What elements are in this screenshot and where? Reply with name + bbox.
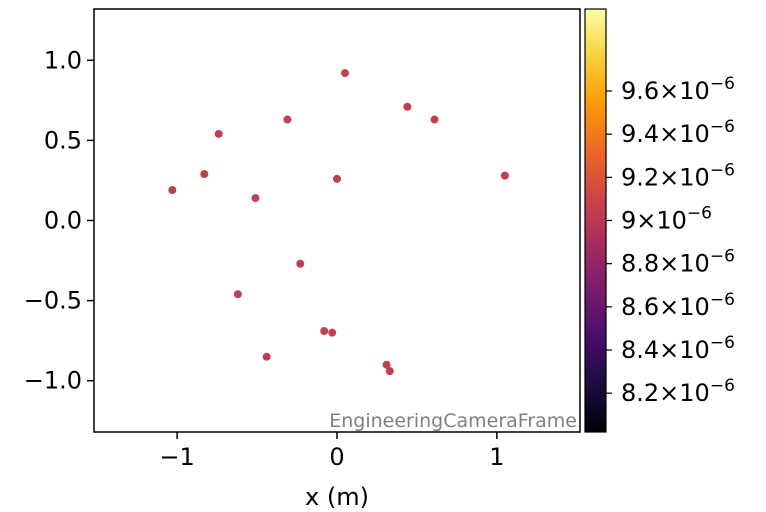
y-tick-label: −0.5 bbox=[24, 287, 82, 315]
data-point-2 bbox=[430, 115, 439, 124]
y-tick-label: 0.0 bbox=[44, 207, 82, 235]
data-point-13 bbox=[328, 328, 337, 337]
data-point-5 bbox=[200, 170, 209, 179]
data-point-3 bbox=[283, 115, 292, 124]
x-tick-label: 1 bbox=[489, 443, 504, 471]
data-point-4 bbox=[214, 129, 223, 138]
plot-frame bbox=[93, 8, 581, 433]
y-axis-ticks: −1.0 −0.5 0.0 0.5 1.0 bbox=[24, 46, 94, 395]
data-point-14 bbox=[262, 352, 271, 361]
data-point-11 bbox=[233, 290, 242, 299]
data-point-16 bbox=[385, 367, 394, 376]
frame-annotation: EngineeringCameraFrame bbox=[329, 410, 577, 432]
colorbar-tick-label: 8.2×10−6 bbox=[621, 376, 735, 407]
data-point-15 bbox=[382, 360, 391, 369]
y-tick-label: −1.0 bbox=[24, 367, 82, 395]
x-tick-label: 0 bbox=[329, 443, 344, 471]
data-point-0 bbox=[340, 69, 349, 78]
colorbar-tick-label: 8.8×10−6 bbox=[621, 247, 735, 278]
colorbar-ticks: 8.2×10−6 8.4×10−6 8.6×10−6 8.8×10−6 9×10−6 9.… bbox=[606, 74, 735, 407]
colorbar-tick-label: 8.6×10−6 bbox=[621, 290, 735, 321]
scatter-points bbox=[168, 69, 509, 376]
data-point-1 bbox=[403, 102, 412, 111]
data-point-6 bbox=[500, 171, 509, 180]
data-point-9 bbox=[251, 194, 260, 203]
data-point-8 bbox=[168, 186, 177, 195]
data-point-10 bbox=[296, 259, 305, 268]
colorbar-tick-label: 9.2×10−6 bbox=[621, 160, 735, 191]
colorbar-tick-label: 9.4×10−6 bbox=[621, 117, 735, 148]
x-tick-label: −1 bbox=[159, 443, 194, 471]
data-point-12 bbox=[320, 327, 329, 336]
colorbar-tick-label: 8.4×10−6 bbox=[621, 333, 735, 364]
colorbar bbox=[584, 8, 607, 433]
y-tick-label: 0.5 bbox=[44, 126, 82, 154]
colorbar-tick-label: 9×10−6 bbox=[621, 204, 712, 235]
x-axis-ticks: −1 0 1 bbox=[159, 432, 505, 471]
colorbar-tick-label: 9.6×10−6 bbox=[621, 74, 735, 105]
y-tick-label: 1.0 bbox=[44, 46, 82, 74]
data-point-7 bbox=[333, 174, 341, 183]
x-axis-title: x (m) bbox=[305, 483, 369, 511]
